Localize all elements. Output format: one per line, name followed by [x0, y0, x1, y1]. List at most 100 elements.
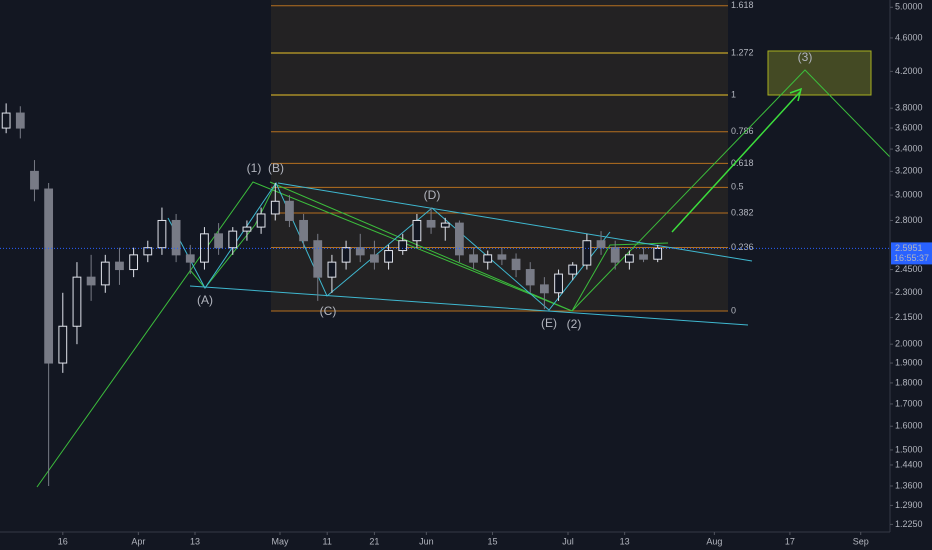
y-tick-label: 4.2000	[895, 66, 923, 76]
candle-body	[270, 200, 280, 215]
candle-body	[455, 222, 464, 256]
x-tick-label: Apr	[131, 536, 145, 546]
candle-body	[653, 247, 663, 260]
y-tick-label: 1.3600	[895, 480, 923, 490]
candle-body	[554, 273, 563, 294]
y-tick-label: 1.5000	[895, 444, 923, 454]
fib-label: 0.618	[731, 158, 754, 168]
candle-body	[355, 247, 365, 256]
x-tick-label: 13	[620, 536, 630, 546]
wave-label: (2)	[567, 317, 582, 331]
y-tick-label: 1.7000	[895, 398, 923, 408]
fib-label: 1.618	[731, 0, 754, 10]
x-tick-label: May	[271, 536, 289, 546]
y-tick-label: 1.6000	[895, 421, 923, 431]
x-tick-label: Jun	[419, 536, 434, 546]
wave-label: (C)	[320, 304, 337, 318]
candle-body	[30, 170, 39, 190]
price-tag	[891, 242, 932, 265]
arrow	[671, 91, 801, 233]
candle-body	[412, 219, 422, 242]
candle-body	[384, 250, 393, 263]
countdown: 16:55:37	[894, 253, 929, 263]
x-tick-label: 16	[58, 536, 68, 546]
candle-body	[624, 254, 634, 263]
candle-body	[511, 258, 521, 271]
fib-label: 1	[731, 89, 736, 99]
candle-body	[185, 254, 195, 263]
candle-body	[72, 276, 82, 327]
target-zone	[767, 50, 872, 96]
candle-body	[313, 240, 323, 278]
candle-body	[1, 112, 11, 129]
y-tick-label: 3.6000	[895, 122, 923, 132]
candles	[1, 103, 663, 486]
candle-body	[610, 247, 620, 263]
fib-label: 1.272	[731, 47, 754, 57]
candle-body	[86, 276, 96, 286]
candle-body	[299, 219, 308, 242]
x-tick-label: Sep	[853, 536, 869, 546]
candle-body	[143, 247, 153, 256]
x-tick-label: 13	[190, 536, 200, 546]
wave-line	[269, 181, 573, 312]
drawings	[36, 50, 932, 488]
wave-labels: (1) (B) (A) (C) (D) (E) (2) (3)	[197, 50, 812, 331]
y-tick-label: 3.8000	[895, 103, 923, 113]
y-tick-label: 2.0000	[895, 339, 923, 349]
y-tick-label: 1.9000	[895, 357, 923, 367]
y-tick-label: 5.0000	[895, 2, 923, 12]
y-tick-label: 4.6000	[895, 32, 923, 42]
corrective-wave	[167, 181, 611, 311]
y-tick-label: 2.4500	[895, 264, 923, 274]
fib-box	[271, 0, 728, 311]
wave-label: (D)	[424, 188, 441, 202]
candle-body	[58, 325, 68, 364]
price-axis	[890, 0, 932, 550]
candle-body	[440, 222, 450, 228]
candle-body	[483, 254, 493, 263]
wave-label: (1)	[247, 161, 262, 175]
candle-body	[525, 269, 535, 286]
candle-body	[568, 264, 578, 275]
y-tick-label: 2.3000	[895, 287, 923, 297]
trendline	[189, 285, 749, 326]
wave-label: (B)	[268, 161, 284, 175]
candle-body	[157, 219, 167, 249]
x-tick-label: 11	[323, 536, 332, 546]
candle-body	[370, 254, 379, 263]
x-tick-label: 17	[785, 536, 795, 546]
y-tick-label: 3.0000	[895, 189, 923, 199]
y-tick-label: 1.8000	[895, 377, 923, 387]
candle-body	[15, 112, 25, 129]
fib-label: 0.786	[731, 126, 754, 136]
wave-label: (E)	[541, 316, 557, 330]
candle-body	[171, 219, 181, 256]
y-tick-label: 2.1500	[895, 312, 923, 322]
arrow-head	[789, 87, 803, 102]
x-tick-label: 21	[369, 536, 379, 546]
y-tick-label: 1.4400	[895, 459, 923, 469]
axes: 5.0000 4.6000 4.2000 3.8000 3.6000 3.4000 3.20…	[58, 2, 932, 546]
candle-body	[497, 254, 507, 260]
candle-body	[341, 247, 351, 263]
candle-body	[327, 261, 337, 278]
candle-body	[582, 240, 592, 266]
fib-label: 0.382	[731, 207, 754, 217]
candle-body	[256, 213, 266, 228]
fib-label: 0	[731, 305, 736, 315]
candle-body	[285, 200, 294, 221]
candle-body	[596, 240, 606, 249]
candle-body	[115, 261, 124, 271]
y-tick-label: 1.2250	[895, 519, 923, 529]
candle-body	[214, 233, 223, 249]
candle-body	[469, 254, 478, 263]
y-tick-label: 3.4000	[895, 143, 923, 153]
y-tick-label: 2.8000	[895, 215, 923, 225]
candle-body	[426, 219, 436, 228]
wave-label: (A)	[197, 293, 213, 307]
x-tick-label: 15	[487, 536, 497, 546]
candle-body	[539, 284, 549, 294]
